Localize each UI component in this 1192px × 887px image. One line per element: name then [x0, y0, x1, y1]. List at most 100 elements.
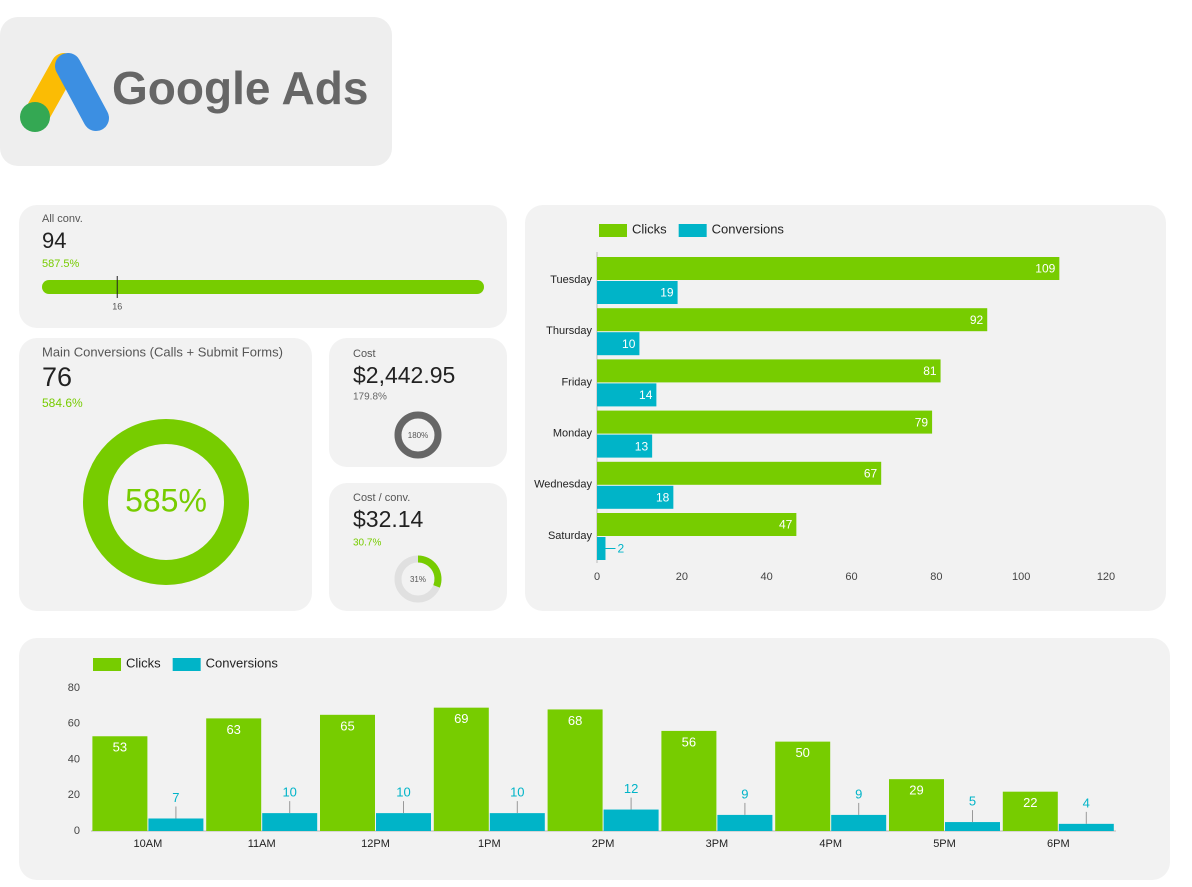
x-tick-label: 20: [676, 571, 688, 583]
bar: [547, 709, 603, 831]
value-label: 109: [1035, 262, 1055, 276]
value-label: 50: [795, 745, 809, 760]
ring-arc: [394, 411, 442, 459]
value-label: 79: [915, 415, 929, 429]
bar: [597, 513, 797, 536]
x-tick-label: 5PM: [933, 838, 956, 850]
value-label: 56: [682, 734, 696, 749]
value-label: 63: [226, 722, 240, 737]
legend-swatch: [93, 658, 121, 671]
logo-icon: [20, 53, 109, 132]
x-tick-label: 11AM: [248, 838, 276, 850]
bar: [597, 308, 988, 332]
value-label: 18: [656, 490, 670, 504]
x-tick-label: 4PM: [819, 838, 842, 850]
x-tick-label: 2PM: [592, 838, 615, 850]
bar: [597, 359, 941, 383]
value-label: 29: [909, 783, 923, 798]
card: [329, 338, 507, 467]
bar: [717, 814, 773, 831]
bar: [597, 537, 606, 560]
bar: [945, 822, 1000, 831]
value-label: 7: [172, 790, 179, 805]
value-label: 2: [617, 542, 624, 556]
y-tick-label: Tuesday: [550, 274, 592, 286]
y-tick-label: Thursday: [546, 325, 592, 337]
scorecard-value: $32.14: [353, 506, 424, 532]
legend-swatch: [678, 224, 707, 237]
x-tick-label: 80: [930, 571, 942, 583]
ring-label: 585%: [125, 482, 207, 518]
bar: [597, 485, 674, 509]
value-label: 67: [864, 466, 878, 480]
bar: [206, 718, 262, 831]
y-tick-label: 20: [68, 789, 80, 801]
bullet-bar: [42, 280, 484, 294]
value-label: 13: [635, 439, 649, 453]
bar: [597, 281, 678, 304]
card: [525, 205, 1166, 611]
scorecard-change: 584.6%: [42, 396, 83, 410]
ring-label: 31%: [410, 575, 426, 584]
ring-arc: [417, 555, 442, 588]
value-label: 10: [282, 785, 296, 800]
bullet-target-label: 16: [112, 301, 122, 311]
value-label: 68: [568, 713, 582, 728]
scorecard-value: 94: [42, 228, 66, 253]
value-label: 65: [340, 718, 354, 733]
x-tick-label: 60: [845, 571, 857, 583]
card: [329, 483, 507, 611]
x-tick-label: 0: [594, 571, 600, 583]
bar: [148, 818, 204, 831]
value-label: 81: [923, 364, 937, 378]
x-tick-label: 12PM: [361, 838, 390, 850]
value-label: 9: [855, 786, 862, 801]
x-tick-label: 10AM: [134, 838, 163, 850]
value-label: 22: [1023, 795, 1037, 810]
bar: [597, 461, 882, 485]
bar: [661, 730, 717, 831]
value-label: 47: [779, 518, 793, 532]
x-tick-label: 100: [1012, 571, 1030, 583]
bar: [433, 707, 489, 831]
x-tick-label: 1PM: [478, 838, 501, 850]
y-tick-label: 0: [74, 825, 80, 837]
ring-arc: [83, 419, 249, 585]
x-tick-label: 6PM: [1047, 838, 1070, 850]
value-label: 10: [396, 785, 410, 800]
ring-label: 180%: [408, 431, 428, 440]
bar: [1002, 791, 1058, 831]
y-tick-label: 40: [68, 753, 80, 765]
value-label: 14: [639, 388, 653, 402]
bar: [603, 809, 659, 831]
y-tick-label: 80: [68, 682, 80, 694]
scorecard-change: 30.7%: [353, 538, 381, 549]
bar: [597, 383, 657, 407]
value-label: 69: [454, 711, 468, 726]
card: [19, 205, 507, 328]
value-label: 12: [624, 781, 638, 796]
value-label: 53: [113, 740, 127, 755]
bar: [831, 814, 887, 831]
bar: [597, 434, 653, 458]
scorecard-label: Main Conversions (Calls + Submit Forms): [42, 344, 283, 359]
scorecard-change: 179.8%: [353, 392, 387, 403]
bar: [320, 714, 375, 831]
y-tick-label: 60: [68, 718, 80, 730]
value-label: 92: [970, 313, 984, 327]
bar: [597, 332, 640, 356]
legend-label: Clicks: [632, 221, 667, 236]
legend-label: Conversions: [206, 655, 279, 670]
value-label: 5: [969, 794, 976, 809]
scorecard-change: 587.5%: [42, 258, 80, 270]
value-label: 10: [510, 785, 524, 800]
scorecard-label: All conv.: [42, 213, 83, 225]
y-tick-label: Wednesday: [534, 479, 592, 491]
bar: [775, 741, 831, 831]
value-label: 10: [622, 337, 636, 351]
bar: [1058, 823, 1114, 831]
x-tick-label: 40: [761, 571, 773, 583]
bar: [597, 410, 933, 434]
x-tick-label: 3PM: [706, 838, 729, 850]
